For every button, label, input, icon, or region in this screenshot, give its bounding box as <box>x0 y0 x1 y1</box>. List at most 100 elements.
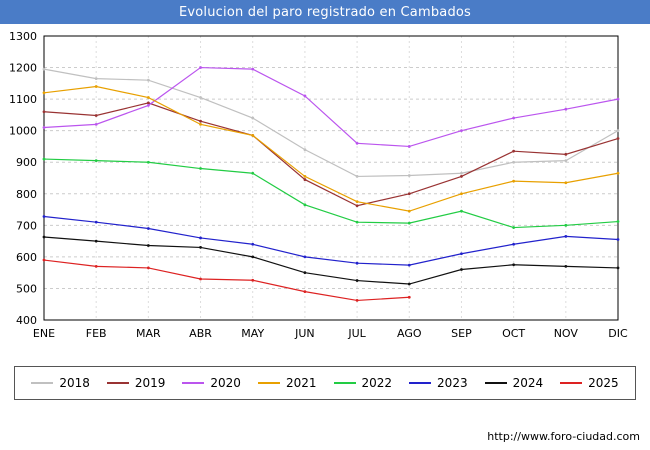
series-2020-point <box>512 116 516 120</box>
series-2021-point <box>199 122 202 126</box>
series-2020-point <box>355 141 359 145</box>
legend-swatch-2018 <box>31 382 54 384</box>
series-2021-point <box>355 200 359 204</box>
series-2019-point <box>407 192 411 196</box>
series-2025-point <box>146 266 150 270</box>
series-2019-point <box>146 101 150 105</box>
series-2024-point <box>616 266 620 270</box>
series-2021-point <box>42 91 46 95</box>
legend-item-2021: 2021 <box>257 376 317 390</box>
y-tick-label: 1100 <box>9 93 37 106</box>
series-2018-point <box>564 159 568 163</box>
series-2022-line <box>43 158 619 229</box>
x-tick-label: FEB <box>86 327 107 340</box>
legend: 2018 2019 2020 2021 2022 2023 2024 2025 <box>14 366 636 400</box>
series-2018-point <box>303 148 307 151</box>
series-2023-point <box>251 242 255 246</box>
series-2022-point <box>251 171 255 175</box>
series-2025-line <box>43 259 410 302</box>
series-2021-point <box>460 192 463 196</box>
series-2023-point <box>146 227 150 230</box>
series-2019-point <box>616 137 620 140</box>
chart-title: Evolucion del paro registrado en Cambado… <box>178 4 472 20</box>
series-2020-line <box>43 66 619 148</box>
chart-area: ENE FEB MAR ABR MAY JUN JUL AGO SEP OCT NOV DIC 400 5… <box>0 24 650 356</box>
series-2022-point <box>355 220 359 224</box>
series-2019-point <box>512 149 516 153</box>
series-2018-point <box>460 171 463 175</box>
legend-swatch-2022 <box>333 382 356 384</box>
series-2020-point <box>564 107 568 111</box>
legend-item-2022: 2022 <box>333 376 392 390</box>
legend-item-2024: 2024 <box>484 376 543 390</box>
series-2018-point <box>94 77 98 80</box>
series-2019-point <box>303 178 307 181</box>
series-2020-point <box>94 122 98 126</box>
y-tick-label: 700 <box>16 219 37 232</box>
series-2018-point <box>355 175 359 178</box>
series-2024-point <box>460 268 463 271</box>
legend-swatch-2023 <box>409 382 432 384</box>
legend-item-2020: 2020 <box>182 376 241 390</box>
x-tick-label: SEP <box>451 327 472 340</box>
series-2023-line <box>43 215 619 266</box>
series-2023-point <box>512 242 516 246</box>
series-2022-point <box>512 226 516 229</box>
series-2023-point <box>42 215 46 218</box>
series-2022-point <box>199 167 202 170</box>
series-2020-point <box>199 66 202 69</box>
legend-label-2023: 2023 <box>437 376 468 390</box>
series-2018-line <box>43 68 619 178</box>
line-chart: ENE FEB MAR ABR MAY JUN JUL AGO SEP OCT NOV DIC 400 5… <box>9 30 628 340</box>
x-tick-label: ENE <box>33 327 55 340</box>
legend-item-2018: 2018 <box>31 376 90 390</box>
series-2024-point <box>94 239 98 243</box>
series-2024-point <box>564 264 568 268</box>
series-2019-point <box>199 119 202 123</box>
series-2019-point <box>42 110 46 114</box>
series-2024-point <box>355 279 359 282</box>
series-2021-point <box>564 181 568 185</box>
series-2018-point <box>616 129 620 133</box>
legend-swatch-2024 <box>484 382 507 384</box>
series-2022-point <box>564 223 568 227</box>
y-tick-label: 1000 <box>9 125 37 138</box>
series-2018-point <box>42 67 46 71</box>
x-tick-label: JUL <box>347 327 366 340</box>
y-tick-label: 600 <box>16 251 37 264</box>
x-tick-label: AGO <box>397 327 422 340</box>
series-2025-point <box>355 299 359 302</box>
chart-title-bar: Evolucion del paro registrado en Cambado… <box>0 0 650 24</box>
series-2022-point <box>460 209 463 213</box>
x-tick-label: JUN <box>294 327 315 340</box>
y-tick-label: 1300 <box>9 30 37 43</box>
legend-wrap: 2018 2019 2020 2021 2022 2023 2024 2025 <box>0 366 650 400</box>
footer-link[interactable]: http://www.foro-ciudad.com <box>487 430 640 443</box>
legend-item-2019: 2019 <box>106 376 165 390</box>
series-2024-point <box>42 235 46 239</box>
legend-label-2018: 2018 <box>59 376 90 390</box>
series-2020-point <box>146 104 150 107</box>
series-2022-point <box>303 203 307 207</box>
x-tick-label: OCT <box>502 327 525 340</box>
series-2021-point <box>512 179 516 183</box>
series-2024-point <box>146 244 150 247</box>
series-2019-point <box>355 204 359 208</box>
legend-swatch-2019 <box>106 382 129 384</box>
legend-label-2025: 2025 <box>588 376 619 390</box>
series-2023-point <box>407 263 411 267</box>
series-2023-point <box>460 252 463 256</box>
series-2019-point <box>94 114 98 117</box>
series-2024-point <box>199 246 202 249</box>
series-2018-point <box>512 160 516 164</box>
x-tick-label: MAR <box>136 327 161 340</box>
series-2020-point <box>407 145 411 148</box>
series-2022-point <box>42 157 46 161</box>
series-2021-point <box>616 171 620 175</box>
series-2020-point <box>460 129 463 133</box>
series-2025-point <box>94 264 98 268</box>
legend-item-2025: 2025 <box>560 376 619 390</box>
series-2018-point <box>146 78 150 82</box>
plot-border <box>43 35 619 321</box>
series-2018-point <box>407 174 411 177</box>
